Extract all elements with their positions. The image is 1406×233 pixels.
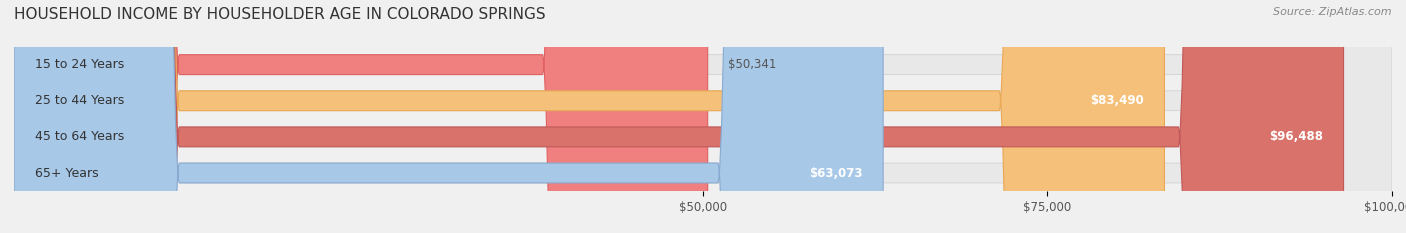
Text: HOUSEHOLD INCOME BY HOUSEHOLDER AGE IN COLORADO SPRINGS: HOUSEHOLD INCOME BY HOUSEHOLDER AGE IN C… [14, 7, 546, 22]
FancyBboxPatch shape [14, 0, 883, 233]
FancyBboxPatch shape [14, 0, 1392, 233]
Text: $83,490: $83,490 [1090, 94, 1144, 107]
FancyBboxPatch shape [14, 0, 707, 233]
Text: 15 to 24 Years: 15 to 24 Years [35, 58, 124, 71]
FancyBboxPatch shape [14, 0, 1164, 233]
Text: 25 to 44 Years: 25 to 44 Years [35, 94, 124, 107]
Text: $63,073: $63,073 [808, 167, 862, 179]
Text: $50,341: $50,341 [728, 58, 776, 71]
FancyBboxPatch shape [14, 0, 1344, 233]
Text: 65+ Years: 65+ Years [35, 167, 98, 179]
Text: 45 to 64 Years: 45 to 64 Years [35, 130, 124, 143]
FancyBboxPatch shape [14, 0, 1392, 233]
Text: $96,488: $96,488 [1268, 130, 1323, 143]
Text: Source: ZipAtlas.com: Source: ZipAtlas.com [1274, 7, 1392, 17]
FancyBboxPatch shape [14, 0, 1392, 233]
FancyBboxPatch shape [14, 0, 1392, 233]
